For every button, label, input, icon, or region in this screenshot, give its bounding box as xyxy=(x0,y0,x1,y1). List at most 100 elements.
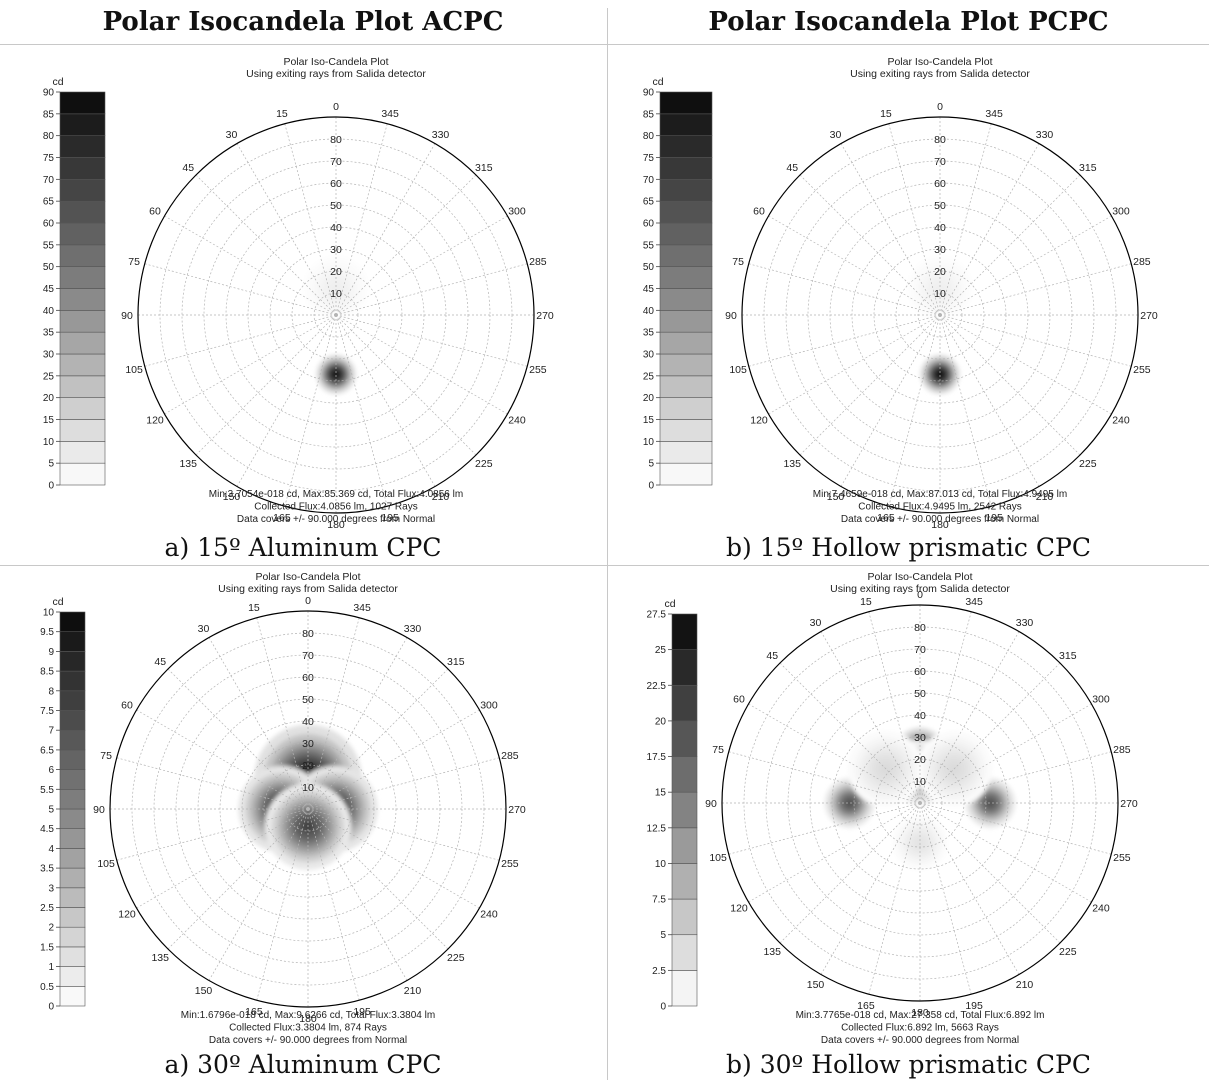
radial-tick-label: 50 xyxy=(934,200,946,212)
legend-swatch xyxy=(59,113,106,136)
angle-tick-label: 150 xyxy=(195,985,213,997)
angle-tick-label: 345 xyxy=(353,602,371,614)
angle-tick-label: 165 xyxy=(245,1006,263,1018)
legend-tick-label: 0 xyxy=(660,1002,666,1013)
legend-tick-label: 7.5 xyxy=(652,895,666,906)
angle-tick-label: 150 xyxy=(223,491,241,503)
angle-tick-label: 135 xyxy=(179,458,197,470)
grid-spoke xyxy=(748,314,941,367)
angle-tick-label: 225 xyxy=(447,952,465,964)
grid-spoke xyxy=(335,314,508,415)
legend-swatch xyxy=(659,266,713,289)
grid-ring xyxy=(807,182,1073,448)
grid-ring xyxy=(897,780,943,826)
grid-ring xyxy=(225,204,447,426)
angle-tick-label: 240 xyxy=(480,909,498,921)
grid-spoke xyxy=(779,802,921,944)
radial-tick-label: 10 xyxy=(302,782,314,794)
grid-ring xyxy=(763,138,1117,492)
legend-swatch xyxy=(671,827,698,864)
grid-ring xyxy=(785,160,1095,470)
grid-spoke xyxy=(768,215,941,316)
grid-spoke xyxy=(939,314,1112,415)
legend-tick-label: 10 xyxy=(43,608,55,619)
grid-spoke xyxy=(939,143,1040,316)
angle-tick-label: 255 xyxy=(501,858,519,870)
legend-tick-label: 80 xyxy=(43,131,55,142)
angle-tick-label: 285 xyxy=(501,750,519,762)
legend-tick-label: 3.5 xyxy=(40,864,54,875)
legend-swatch xyxy=(659,244,713,267)
grid-spoke xyxy=(820,631,921,804)
chart-footer-line: Collected Flux:4.0856 lm, 1027 Rays xyxy=(254,502,417,513)
vertical-divider xyxy=(607,8,608,1080)
legend-tick-label: 85 xyxy=(43,109,55,120)
grid-spoke xyxy=(748,703,921,804)
legend-tick-label: 30 xyxy=(43,350,55,361)
polar-outline xyxy=(741,116,1139,514)
legend-swatch xyxy=(59,769,86,790)
grid-spoke xyxy=(307,808,360,1001)
grid-ring xyxy=(313,292,359,338)
angle-tick-label: 285 xyxy=(1133,256,1151,268)
legend-tick-label: 60 xyxy=(43,219,55,230)
grid-spoke xyxy=(939,123,992,316)
radial-tick-label: 80 xyxy=(914,622,926,634)
angle-tick-label: 195 xyxy=(965,1000,983,1012)
angle-tick-label: 210 xyxy=(1016,979,1034,991)
radial-tick-label: 20 xyxy=(914,754,926,766)
grid-spoke xyxy=(195,174,337,316)
legend-swatch xyxy=(59,375,106,398)
legend-title: cd xyxy=(652,76,663,88)
angle-tick-label: 300 xyxy=(508,206,526,218)
angle-tick-label: 315 xyxy=(1079,162,1097,174)
caption-a15: a) 15º Aluminum CPC xyxy=(164,533,442,562)
grid-spoke xyxy=(919,703,1092,804)
radial-tick-label: 70 xyxy=(302,650,314,662)
angle-tick-label: 330 xyxy=(404,623,422,635)
grid-spoke xyxy=(799,174,941,316)
grid-spoke xyxy=(307,808,500,861)
angle-tick-label: 0 xyxy=(917,589,923,601)
grid-spoke xyxy=(335,314,388,507)
polar-chart-a15: 051015202530354045505560657075808590cd10… xyxy=(43,56,554,531)
legend-swatch xyxy=(59,462,106,486)
legend-swatch xyxy=(659,353,713,377)
grid-spoke xyxy=(748,802,921,903)
heat-contour-3-8 xyxy=(986,798,995,808)
angle-tick-label: 180 xyxy=(327,519,345,531)
legend-tick-label: 40 xyxy=(43,306,55,317)
angle-tick-label: 285 xyxy=(529,256,547,268)
polar-chart-a30: 0 0.5 1 1.5 2 2.5 3 3.5 4 4.5 5 5.5 6 6.5 7 7.5 8 8.5 9 9.5… xyxy=(40,571,526,1046)
legend-swatch xyxy=(59,887,86,908)
grid-ring xyxy=(853,736,987,870)
legend-tick-label: 5 xyxy=(48,459,54,470)
angle-tick-label: 105 xyxy=(125,364,143,376)
grid-spoke xyxy=(939,174,1081,316)
legend-tick-label: 70 xyxy=(643,175,655,186)
grid-ring xyxy=(159,138,513,492)
grid-spoke xyxy=(919,802,1092,903)
chart-footer-line: Collected Flux:6.892 lm, 5663 Rays xyxy=(841,1023,999,1034)
angle-tick-label: 75 xyxy=(128,256,140,268)
radial-tick-label: 30 xyxy=(934,244,946,256)
legend-tick-label: 20 xyxy=(43,393,55,404)
grid-ring xyxy=(203,182,469,448)
angle-tick-label: 180 xyxy=(299,1013,317,1025)
caption-a30: a) 30º Aluminum CPC xyxy=(164,1050,442,1079)
grid-spoke xyxy=(307,637,408,810)
legend-tick-label: 10 xyxy=(643,437,655,448)
angle-tick-label: 315 xyxy=(447,656,465,668)
legend-swatch xyxy=(59,651,86,672)
legend-tick-label: 8.5 xyxy=(40,667,54,678)
legend-swatch xyxy=(59,266,106,289)
grid-ring xyxy=(181,160,491,470)
grid-ring xyxy=(291,270,381,360)
legend-tick-label: 55 xyxy=(643,240,655,251)
grid-spoke xyxy=(164,314,337,415)
legend-swatch xyxy=(59,690,86,711)
radial-tick-label: 10 xyxy=(914,776,926,788)
chart-subtitle: Using exiting rays from Salida detector xyxy=(850,68,1030,80)
grid-ring xyxy=(219,720,397,898)
grid-ring xyxy=(875,758,965,848)
